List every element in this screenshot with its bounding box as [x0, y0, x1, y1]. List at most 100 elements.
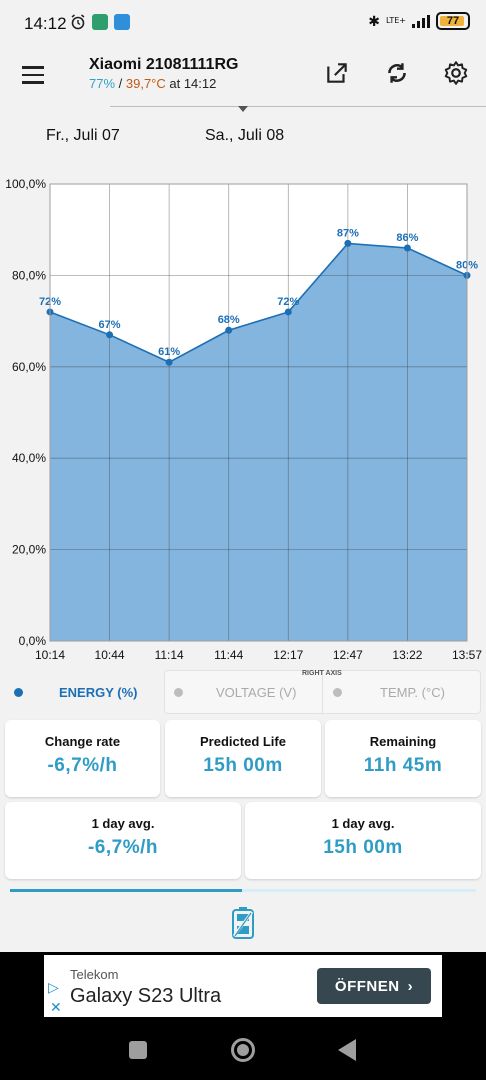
tab-indicator — [10, 889, 242, 892]
legend-voltage-dot — [174, 687, 183, 697]
ad-open-label: ÖFFNEN — [334, 977, 400, 995]
day-avg-rate-label: 1 day avg. — [91, 816, 155, 831]
ad-content[interactable]: ▷ ✕ Telekom Galaxy S23 Ultra ÖFFNEN › — [44, 955, 442, 1017]
legend-temp-label: TEMP. (°C) — [380, 684, 445, 700]
settings-icon[interactable] — [443, 60, 469, 86]
app-bar: Xiaomi 21081111RG 77% / 39,7°C at 14:12 — [0, 48, 486, 108]
back-button[interactable] — [338, 1039, 356, 1061]
chart-y-tick-label: 20,0% — [12, 543, 46, 557]
menu-icon[interactable] — [22, 66, 46, 86]
chart-x-tick-label: 12:17 — [273, 648, 303, 662]
battery-level: 77 — [446, 15, 460, 27]
chart-data-label: 67% — [99, 319, 121, 331]
chart-data-point — [106, 331, 114, 339]
chart-area-fill — [50, 243, 467, 641]
energy-chart[interactable]: 100,0% 80,0% 60,0% 40,0% 20,0% 0,0% 10:14 10:44… — [0, 170, 486, 670]
subtitle-separator: / — [115, 76, 126, 91]
battery-percent: 77% — [89, 76, 116, 91]
open-external-icon[interactable] — [324, 60, 350, 86]
card-predicted-life: Predicted Life 15h 00m — [165, 720, 321, 797]
battery-charging-icon[interactable] — [230, 906, 256, 940]
chart-data-label: 72% — [277, 296, 299, 308]
app-notification-icon-green — [92, 14, 108, 30]
chart-data-point — [225, 326, 233, 334]
remaining-value: 11h 45m — [363, 755, 443, 776]
legend-energy[interactable]: ENERGY (%) — [14, 670, 138, 714]
chart-data-point — [284, 308, 292, 316]
signal-icon — [412, 14, 430, 28]
chart-x-tick-label: 11:14 — [155, 648, 184, 662]
chart-y-tick-label: 80,0% — [12, 268, 46, 282]
chart-x-tick-label: 12:47 — [333, 648, 363, 662]
change-rate-label: Change rate — [44, 734, 121, 749]
system-nav-bar — [0, 1020, 486, 1080]
chart-y-tick-label: 60,0% — [12, 360, 46, 374]
refresh-icon[interactable] — [384, 60, 410, 86]
battery-subtitle: 77% / 39,7°C at 14:12 — [89, 76, 238, 91]
predicted-life-value: 15h 00m — [203, 755, 283, 776]
app-notification-icon-blue — [114, 14, 130, 30]
chart-data-point — [344, 239, 352, 247]
change-rate-value: -6,7%/h — [47, 755, 118, 776]
chart-y-tick-label: 100,0% — [5, 177, 46, 191]
remaining-label: Remaining — [369, 734, 437, 749]
day-avg-rate-value: -6,7%/h — [87, 837, 159, 858]
temperature: 39,7°C — [125, 76, 166, 91]
ad-banner: ▷ ✕ Telekom Galaxy S23 Ultra ÖFFNEN › — [0, 952, 486, 1020]
card-change-rate: Change rate -6,7%/h — [5, 720, 160, 797]
home-button-dot — [237, 1044, 249, 1056]
legend-temp-dot — [333, 687, 342, 697]
title-block: Xiaomi 21081111RG 77% / 39,7°C at 14:12 — [89, 56, 238, 91]
chart-legend: ENERGY (%) RIGHT AXIS VOLTAGE (V) TEMP. … — [0, 670, 486, 714]
card-day-avg-rate: 1 day avg. -6,7%/h — [5, 802, 241, 879]
day-avg-life-value: 15h 00m — [323, 837, 403, 858]
chevron-right-icon: › — [407, 977, 414, 995]
alarm-icon — [71, 14, 85, 30]
device-name: Xiaomi 21081111RG — [89, 56, 239, 73]
day-avg-life-label: 1 day avg. — [331, 816, 395, 831]
notification-icons — [70, 14, 130, 30]
chart-data-label: 68% — [218, 314, 240, 326]
chart-data-point — [403, 244, 411, 252]
date-right: Sa., Juli 08 — [205, 127, 285, 144]
chart-y-tick-label: 0,0% — [19, 634, 47, 648]
chart-svg: 100,0% 80,0% 60,0% 40,0% 20,0% 0,0%10:14 10:44… — [5, 177, 482, 662]
status-time: 14:12 — [24, 14, 67, 33]
chart-x-tick-label: 10:14 — [35, 648, 65, 662]
subtitle-time: at 14:12 — [165, 76, 217, 91]
ad-brand: Telekom — [70, 967, 119, 982]
chart-x-tick-label: 13:22 — [392, 648, 422, 662]
adchoices-icon[interactable]: ▷ — [48, 979, 59, 995]
right-axis-label: RIGHT AXIS — [302, 670, 342, 677]
tab-indicator-track — [10, 889, 476, 892]
ad-title: Galaxy S23 Ultra — [70, 985, 222, 1007]
legend-voltage-label: VOLTAGE (V) — [216, 684, 297, 700]
chart-x-tick-label: 13:57 — [452, 648, 482, 662]
legend-energy-label: ENERGY (%) — [59, 684, 138, 700]
recents-button[interactable] — [129, 1041, 147, 1059]
timeline-pointer — [238, 106, 248, 112]
card-day-avg-life: 1 day avg. 15h 00m — [245, 802, 481, 879]
chart-data-point — [165, 358, 173, 366]
chart-data-label: 61% — [158, 346, 180, 358]
network-type: LTE+ — [386, 16, 406, 25]
battery-icon: 77 — [436, 12, 470, 30]
bluetooth-icon: ✱ — [368, 12, 380, 29]
status-bar: 14:12 ✱ LTE+ 77 — [0, 0, 486, 48]
legend-energy-dot — [14, 687, 23, 697]
legend-temp[interactable]: TEMP. (°C) — [333, 670, 445, 714]
timeline-divider — [110, 106, 486, 107]
chart-series-line — [49, 242, 468, 364]
battery-fill — [440, 16, 464, 26]
ad-close-icon[interactable]: ✕ — [50, 999, 62, 1015]
legend-voltage[interactable]: VOLTAGE (V) — [174, 670, 296, 714]
ad-open-button[interactable]: ÖFFNEN › — [317, 968, 431, 1004]
chart-data-label: 87% — [337, 227, 359, 239]
predicted-life-label: Predicted Life — [200, 734, 286, 749]
date-left: Fr., Juli 07 — [46, 127, 120, 144]
chart-x-tick-label: 11:44 — [214, 648, 243, 662]
legend-separator — [322, 670, 323, 714]
home-button[interactable] — [231, 1038, 255, 1062]
chart-x-tick-label: 10:44 — [95, 648, 125, 662]
chart-frame — [49, 183, 468, 642]
